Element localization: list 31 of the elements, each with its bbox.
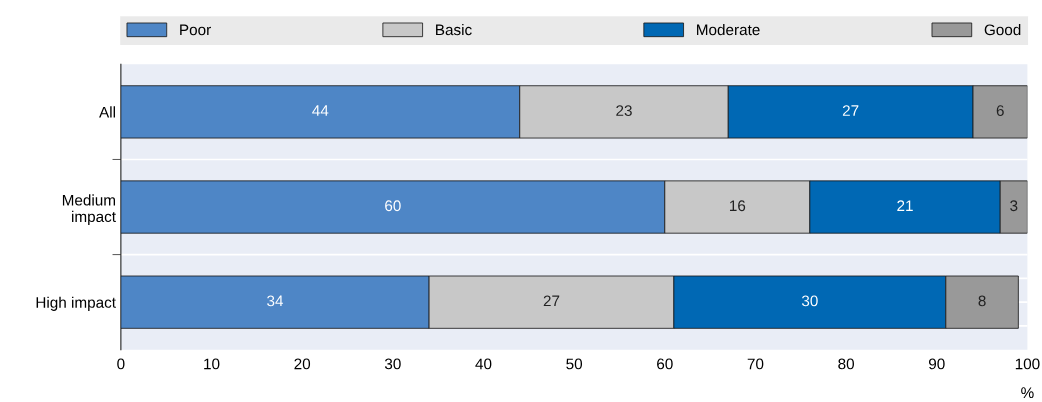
x-tick-label: 50 [566, 358, 583, 370]
x-tick-label: 70 [747, 358, 764, 370]
y-tick-label: Medium impact [62, 194, 116, 226]
data-label: 30 [801, 295, 818, 307]
data-label: 3 [1010, 200, 1018, 212]
legend-label: Basic [436, 23, 472, 36]
data-label: 23 [616, 105, 632, 116]
x-tick-label: 100 [1015, 358, 1040, 370]
x-tick-label: 80 [838, 358, 854, 370]
x-axis-title: % [1021, 387, 1034, 399]
y-tick-label: High impact [36, 296, 116, 311]
data-label: 16 [729, 200, 746, 212]
data-label: 44 [312, 105, 329, 116]
data-label: 34 [267, 295, 284, 307]
x-tick-label: 0 [117, 358, 125, 370]
x-tick-label: 10 [204, 358, 220, 370]
data-label: 8 [978, 295, 986, 307]
y-tick-label: All [99, 106, 115, 118]
data-label: 60 [385, 200, 401, 212]
x-tick-label: 40 [475, 358, 492, 370]
x-tick-label: 20 [294, 358, 311, 370]
x-tick-label: 60 [657, 358, 673, 370]
x-tick-label: 90 [928, 358, 945, 370]
legend-label: Moderate [697, 23, 760, 36]
legend-label: Poor [180, 24, 211, 36]
data-label: 27 [842, 105, 859, 116]
x-tick-label: 30 [384, 358, 401, 370]
data-label: 6 [996, 105, 1004, 116]
data-label: 27 [543, 295, 560, 307]
data-label: 21 [897, 200, 913, 211]
legend-label: Good [984, 23, 1021, 36]
